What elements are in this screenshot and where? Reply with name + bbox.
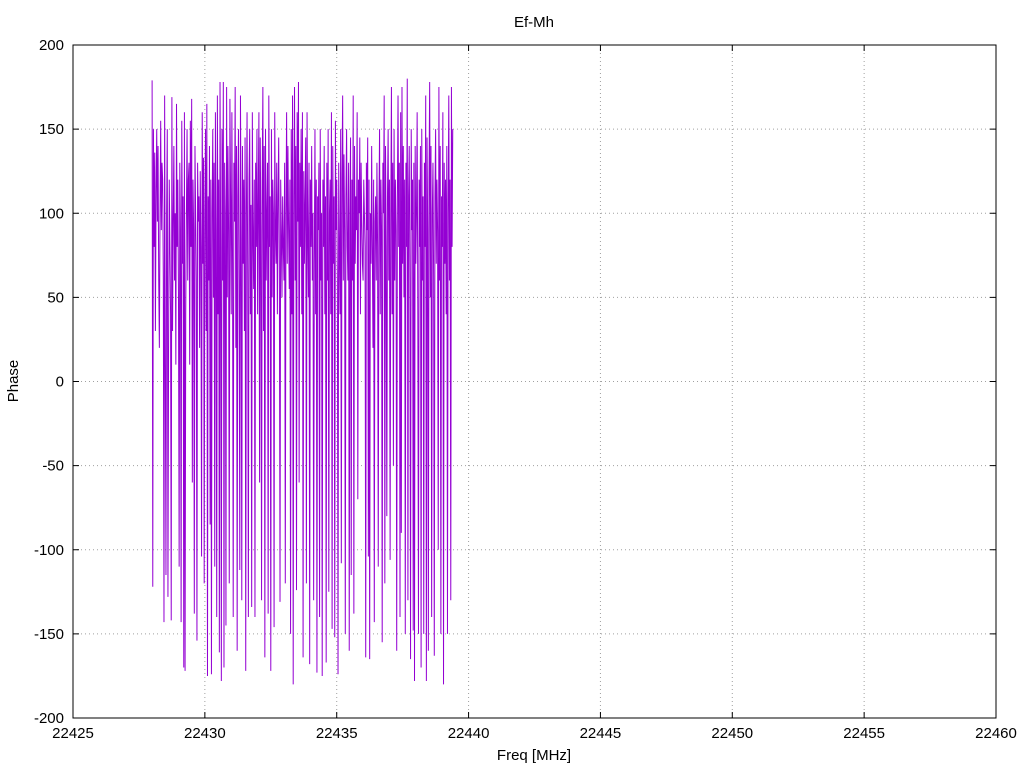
x-tick-label: 22425 <box>52 725 94 742</box>
x-tick-label: 22440 <box>448 725 490 742</box>
y-tick-label: 50 <box>47 289 64 306</box>
y-tick-label: -150 <box>34 626 64 643</box>
series-layer <box>151 78 454 685</box>
y-axis-label: Phase <box>5 360 22 403</box>
y-tick-label: 150 <box>39 121 64 138</box>
x-tick-label: 22450 <box>711 725 753 742</box>
x-tick-label: 22435 <box>316 725 358 742</box>
grid <box>73 45 996 718</box>
x-axis-label: Freq [MHz] <box>497 747 571 764</box>
chart-title: Ef-Mh <box>514 14 554 31</box>
y-tick-label: 0 <box>56 374 64 391</box>
x-tick-label: 22455 <box>843 725 885 742</box>
y-tick-label: -100 <box>34 542 64 559</box>
y-tick-label: 200 <box>39 37 64 54</box>
x-tick-label: 22460 <box>975 725 1017 742</box>
y-tick-label: -200 <box>34 710 64 727</box>
y-tick-label: 100 <box>39 205 64 222</box>
tick-layer: 22425 22430 22435 22440 22445 22450 22455 22460… <box>34 37 1017 742</box>
y-tick-label: -50 <box>42 458 64 475</box>
x-tick-label: 22430 <box>184 725 226 742</box>
phase-series-line <box>151 78 454 685</box>
x-tick-label: 22445 <box>580 725 622 742</box>
